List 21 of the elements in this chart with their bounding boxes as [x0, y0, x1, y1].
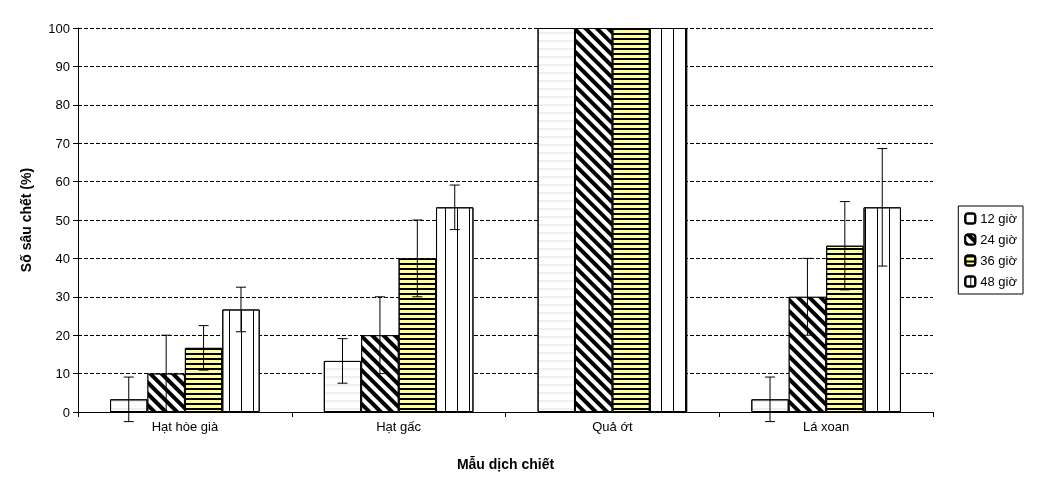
- y-tick-label: 10: [55, 366, 70, 382]
- y-axis-title: Số sâu chết (%): [18, 167, 34, 273]
- x-tick-label: Hạt hòe già: [151, 419, 219, 434]
- y-tick-label: 40: [55, 250, 70, 266]
- x-axis-title: Mẫu dịch chiết: [456, 456, 555, 472]
- x-tick-label: Quả ớt: [592, 419, 633, 434]
- y-tick-label: 50: [55, 212, 70, 228]
- legend-label: 36 giờ: [980, 253, 1018, 268]
- y-tick-label: 60: [55, 174, 70, 190]
- y-tick-label: 70: [55, 135, 70, 151]
- x-tick-label: Lá xoan: [802, 419, 850, 434]
- y-tick-label: 20: [55, 327, 70, 343]
- legend-label: 48 giờ: [980, 274, 1018, 289]
- y-tick-label: 90: [55, 58, 70, 74]
- y-tick-label: 0: [62, 404, 70, 420]
- legend-label: 24 giờ: [980, 232, 1018, 247]
- y-tick-label: 30: [55, 289, 70, 305]
- y-tick-label: 80: [55, 97, 70, 113]
- x-tick-label: Hạt gấc: [376, 419, 422, 434]
- y-tick-label: 100: [48, 20, 70, 36]
- legend-label: 12 giờ: [980, 211, 1018, 226]
